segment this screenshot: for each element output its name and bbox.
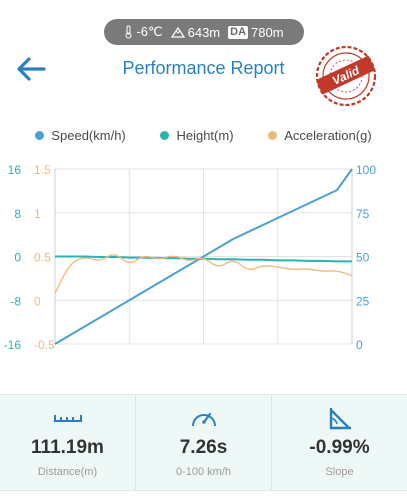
legend-acceleration-dot [268, 131, 278, 140]
thermometer-icon [125, 25, 132, 39]
distance-label: Distance(m) [37, 466, 98, 478]
tick-label-acceleration: 0.5 [34, 251, 51, 265]
tick-label-speed: 75 [356, 207, 370, 221]
temperature-value: -6℃ [136, 24, 163, 39]
da-badge: DA [228, 25, 249, 39]
temperature-readout: -6℃ [124, 24, 163, 40]
slope-label: Slope [325, 466, 354, 478]
altitude-readout: 643m [170, 24, 221, 40]
legend-speed: Speed(km/h) [35, 128, 126, 143]
distance-value: 111.19m [31, 437, 104, 458]
density-altitude-value: 780m [251, 24, 284, 40]
status-pill: -6℃ 643m DA 780m [104, 19, 304, 45]
bottom-divider [0, 490, 407, 500]
valid-stamp: Valid [315, 45, 377, 107]
legend-acceleration: Acceleration(g) [268, 128, 372, 143]
tick-label-acceleration: 0 [34, 294, 41, 308]
tick-label-acceleration: -0.5 [34, 338, 55, 352]
acceleration-time-value: 7.26s [179, 437, 228, 458]
stats-panel: 111.19m Distance(m) 7.26s 0-100 km/h -0.… [0, 394, 407, 490]
legend-acceleration-label: Acceleration(g) [284, 128, 372, 143]
chart-legend: Speed(km/h) Height(m) Acceleration(g) [0, 128, 407, 143]
legend-height-label: Height(m) [176, 128, 234, 143]
back-arrow-icon[interactable] [14, 55, 48, 83]
ruler-icon [53, 415, 82, 422]
legend-speed-label: Speed(km/h) [51, 128, 126, 143]
speedometer-icon [191, 412, 216, 427]
speed-line [54, 168, 353, 345]
tick-label-height: -16 [4, 338, 22, 352]
stat-acceleration-time: 7.26s 0-100 km/h [136, 395, 272, 490]
tick-label-height: -8 [10, 294, 21, 308]
page-title: Performance Report [122, 58, 285, 78]
tick-label-speed: 0 [356, 338, 363, 352]
stat-distance: 111.19m Distance(m) [0, 395, 136, 490]
tick-label-acceleration: 1 [34, 207, 41, 221]
tick-label-height: 0 [14, 251, 21, 265]
acceleration-line [54, 254, 353, 294]
tick-label-height: 16 [8, 163, 22, 177]
legend-speed-dot [35, 131, 45, 140]
tick-label-speed: 50 [356, 251, 370, 265]
performance-chart: 16 8 0 -8 -16 1.5 1 0.5 0 -0.5 100 75 50 25 0 [4, 163, 377, 352]
acceleration-time-label: 0-100 km/h [175, 466, 232, 478]
slope-icon [329, 408, 351, 430]
tick-label-speed: 25 [356, 294, 370, 308]
tick-label-height: 8 [14, 207, 21, 221]
mountain-icon [170, 26, 185, 38]
legend-height-dot [160, 131, 170, 140]
altitude-value: 643m [187, 24, 221, 40]
density-altitude-readout: DA 780m [228, 24, 284, 40]
tick-label-speed: 100 [356, 163, 376, 177]
legend-height: Height(m) [160, 128, 234, 143]
slope-value: -0.99% [309, 437, 370, 458]
stat-slope: -0.99% Slope [272, 395, 407, 490]
tick-label-acceleration: 1.5 [34, 163, 51, 177]
